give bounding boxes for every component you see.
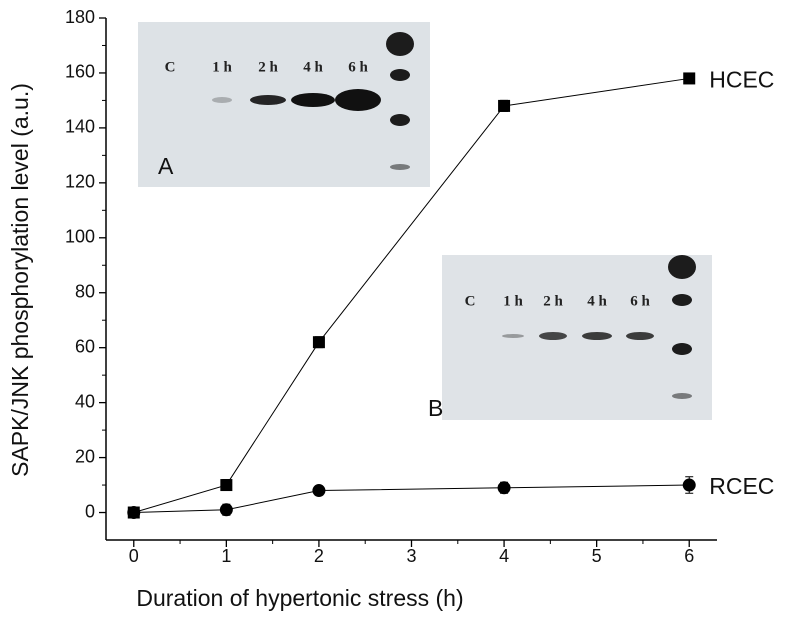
blot-b: [442, 255, 712, 420]
y-axis-title: SAPK/JNK phosphorylation level (a.u.): [7, 83, 33, 477]
lane-label: 4 h: [303, 59, 323, 75]
x-tick-label: 3: [406, 546, 416, 566]
y-tick-label: 160: [65, 62, 95, 82]
lane-label: C: [465, 293, 476, 309]
marker: [127, 506, 141, 520]
lane-label: 2 h: [543, 293, 563, 309]
x-tick-label: 2: [314, 546, 324, 566]
lane-label: 2 h: [258, 59, 278, 75]
blot-band: [582, 332, 612, 340]
x-axis-title: Duration of hypertonic stress (h): [136, 585, 463, 611]
blot-band: [250, 95, 286, 105]
y-tick-label: 180: [65, 7, 95, 27]
insets: C 1 h 2 h 4 h 6 h A C 1 h 2 h 4 h 6 h B: [138, 22, 712, 421]
blot-band: [626, 332, 654, 340]
lane-label: 1 h: [503, 293, 523, 309]
blot-a: [138, 22, 430, 187]
ladder-band: [390, 69, 410, 81]
y-tick-label: 120: [65, 172, 95, 192]
marker: [497, 481, 511, 495]
inset-label: A: [158, 153, 174, 179]
ladder-band: [390, 114, 410, 126]
x-tick-label: 5: [592, 546, 602, 566]
marker: [312, 484, 326, 498]
blot-band: [212, 97, 232, 103]
marker: [682, 478, 696, 492]
y-tick-label: 140: [65, 117, 95, 137]
series-line: [133, 484, 690, 514]
x-tick-label: 1: [221, 546, 231, 566]
lane-label: 1 h: [212, 59, 232, 75]
y-tick-label: 0: [85, 501, 95, 521]
blot-band: [539, 332, 567, 340]
blot-band: [502, 334, 524, 338]
ladder-band: [672, 294, 692, 306]
marker: [312, 336, 325, 349]
y-tick-label: 20: [75, 446, 95, 466]
ladder-band: [390, 164, 410, 170]
ladder-band: [672, 343, 692, 355]
x-tick-label: 6: [684, 546, 694, 566]
x-tick-label: 0: [129, 546, 139, 566]
y-tick-label: 80: [75, 281, 95, 301]
marker: [219, 503, 233, 517]
y-tick-label: 40: [75, 391, 95, 411]
blot-band: [291, 93, 335, 107]
ladder-band: [672, 393, 692, 399]
ladder-band: [668, 255, 696, 279]
y-tick-label: 60: [75, 336, 95, 356]
blot-band: [335, 89, 381, 111]
lane-label: C: [165, 59, 176, 75]
ladder-band: [386, 32, 414, 56]
lane-label: 6 h: [348, 59, 368, 75]
lane-label: 6 h: [630, 293, 650, 309]
inset-label: B: [428, 395, 443, 421]
marker: [683, 72, 696, 85]
series-label: RCEC: [709, 473, 774, 499]
series-label: HCEC: [709, 67, 774, 93]
y-tick-label: 100: [65, 227, 95, 247]
marker: [220, 479, 233, 492]
x-tick-label: 4: [499, 546, 509, 566]
lane-label: 4 h: [587, 293, 607, 309]
marker: [498, 99, 511, 112]
